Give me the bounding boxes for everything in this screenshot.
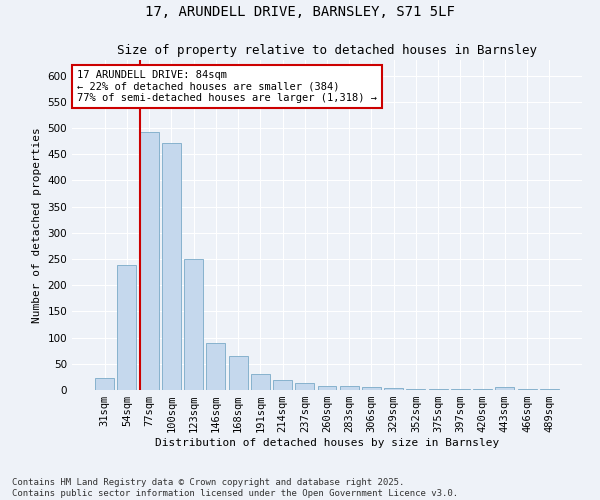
Text: 17, ARUNDELL DRIVE, BARNSLEY, S71 5LF: 17, ARUNDELL DRIVE, BARNSLEY, S71 5LF <box>145 5 455 19</box>
Bar <box>229 356 248 390</box>
Bar <box>118 266 136 390</box>
Bar <box>384 388 403 390</box>
Bar <box>496 388 514 390</box>
Bar <box>140 132 158 390</box>
Bar <box>273 380 292 390</box>
Bar <box>251 374 270 390</box>
Bar <box>184 259 203 390</box>
Bar <box>362 388 381 390</box>
Text: Contains HM Land Registry data © Crown copyright and database right 2025.
Contai: Contains HM Land Registry data © Crown c… <box>12 478 458 498</box>
Bar <box>429 389 448 390</box>
Bar <box>451 389 470 390</box>
X-axis label: Distribution of detached houses by size in Barnsley: Distribution of detached houses by size … <box>155 438 499 448</box>
Bar <box>340 386 359 390</box>
Y-axis label: Number of detached properties: Number of detached properties <box>32 127 42 323</box>
Bar <box>317 386 337 390</box>
Bar <box>162 143 181 390</box>
Title: Size of property relative to detached houses in Barnsley: Size of property relative to detached ho… <box>117 44 537 58</box>
Bar <box>206 343 225 390</box>
Bar <box>518 389 536 390</box>
Bar <box>295 383 314 390</box>
Bar <box>95 378 114 390</box>
Bar <box>406 389 425 390</box>
Text: 17 ARUNDELL DRIVE: 84sqm
← 22% of detached houses are smaller (384)
77% of semi-: 17 ARUNDELL DRIVE: 84sqm ← 22% of detach… <box>77 70 377 103</box>
